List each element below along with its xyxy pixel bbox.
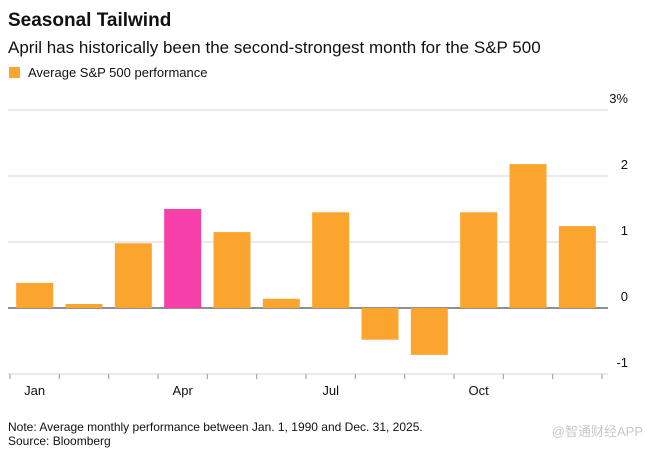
legend-label: Average S&P 500 performance [28,65,207,80]
x-tick-label: Apr [173,383,194,398]
bar [16,282,54,308]
bar [509,164,547,308]
x-tick-label: Oct [469,383,490,398]
chart-subtitle: April has historically been the second-s… [8,38,541,57]
source: Source: Bloomberg [8,434,111,448]
bar [65,304,103,308]
legend-swatch [9,67,20,78]
bar [460,212,498,308]
bar [262,298,300,308]
bar [312,212,350,308]
bar [410,308,448,355]
bar [164,209,202,308]
chart-title: Seasonal Tailwind [8,10,171,31]
y-tick-label: -1 [616,355,628,370]
watermark: @智通财经APP [552,424,643,439]
y-tick-label: 3% [609,91,628,106]
bar [213,232,251,308]
bar [361,308,399,340]
x-tick-label: Jan [24,383,45,398]
bar [558,226,596,308]
note: Note: Average monthly performance betwee… [8,420,423,434]
y-tick-label: 0 [621,289,628,304]
bar [114,243,152,308]
y-tick-label: 2 [621,157,628,172]
y-tick-label: 1 [621,223,628,238]
x-tick-label: Jul [322,383,339,398]
